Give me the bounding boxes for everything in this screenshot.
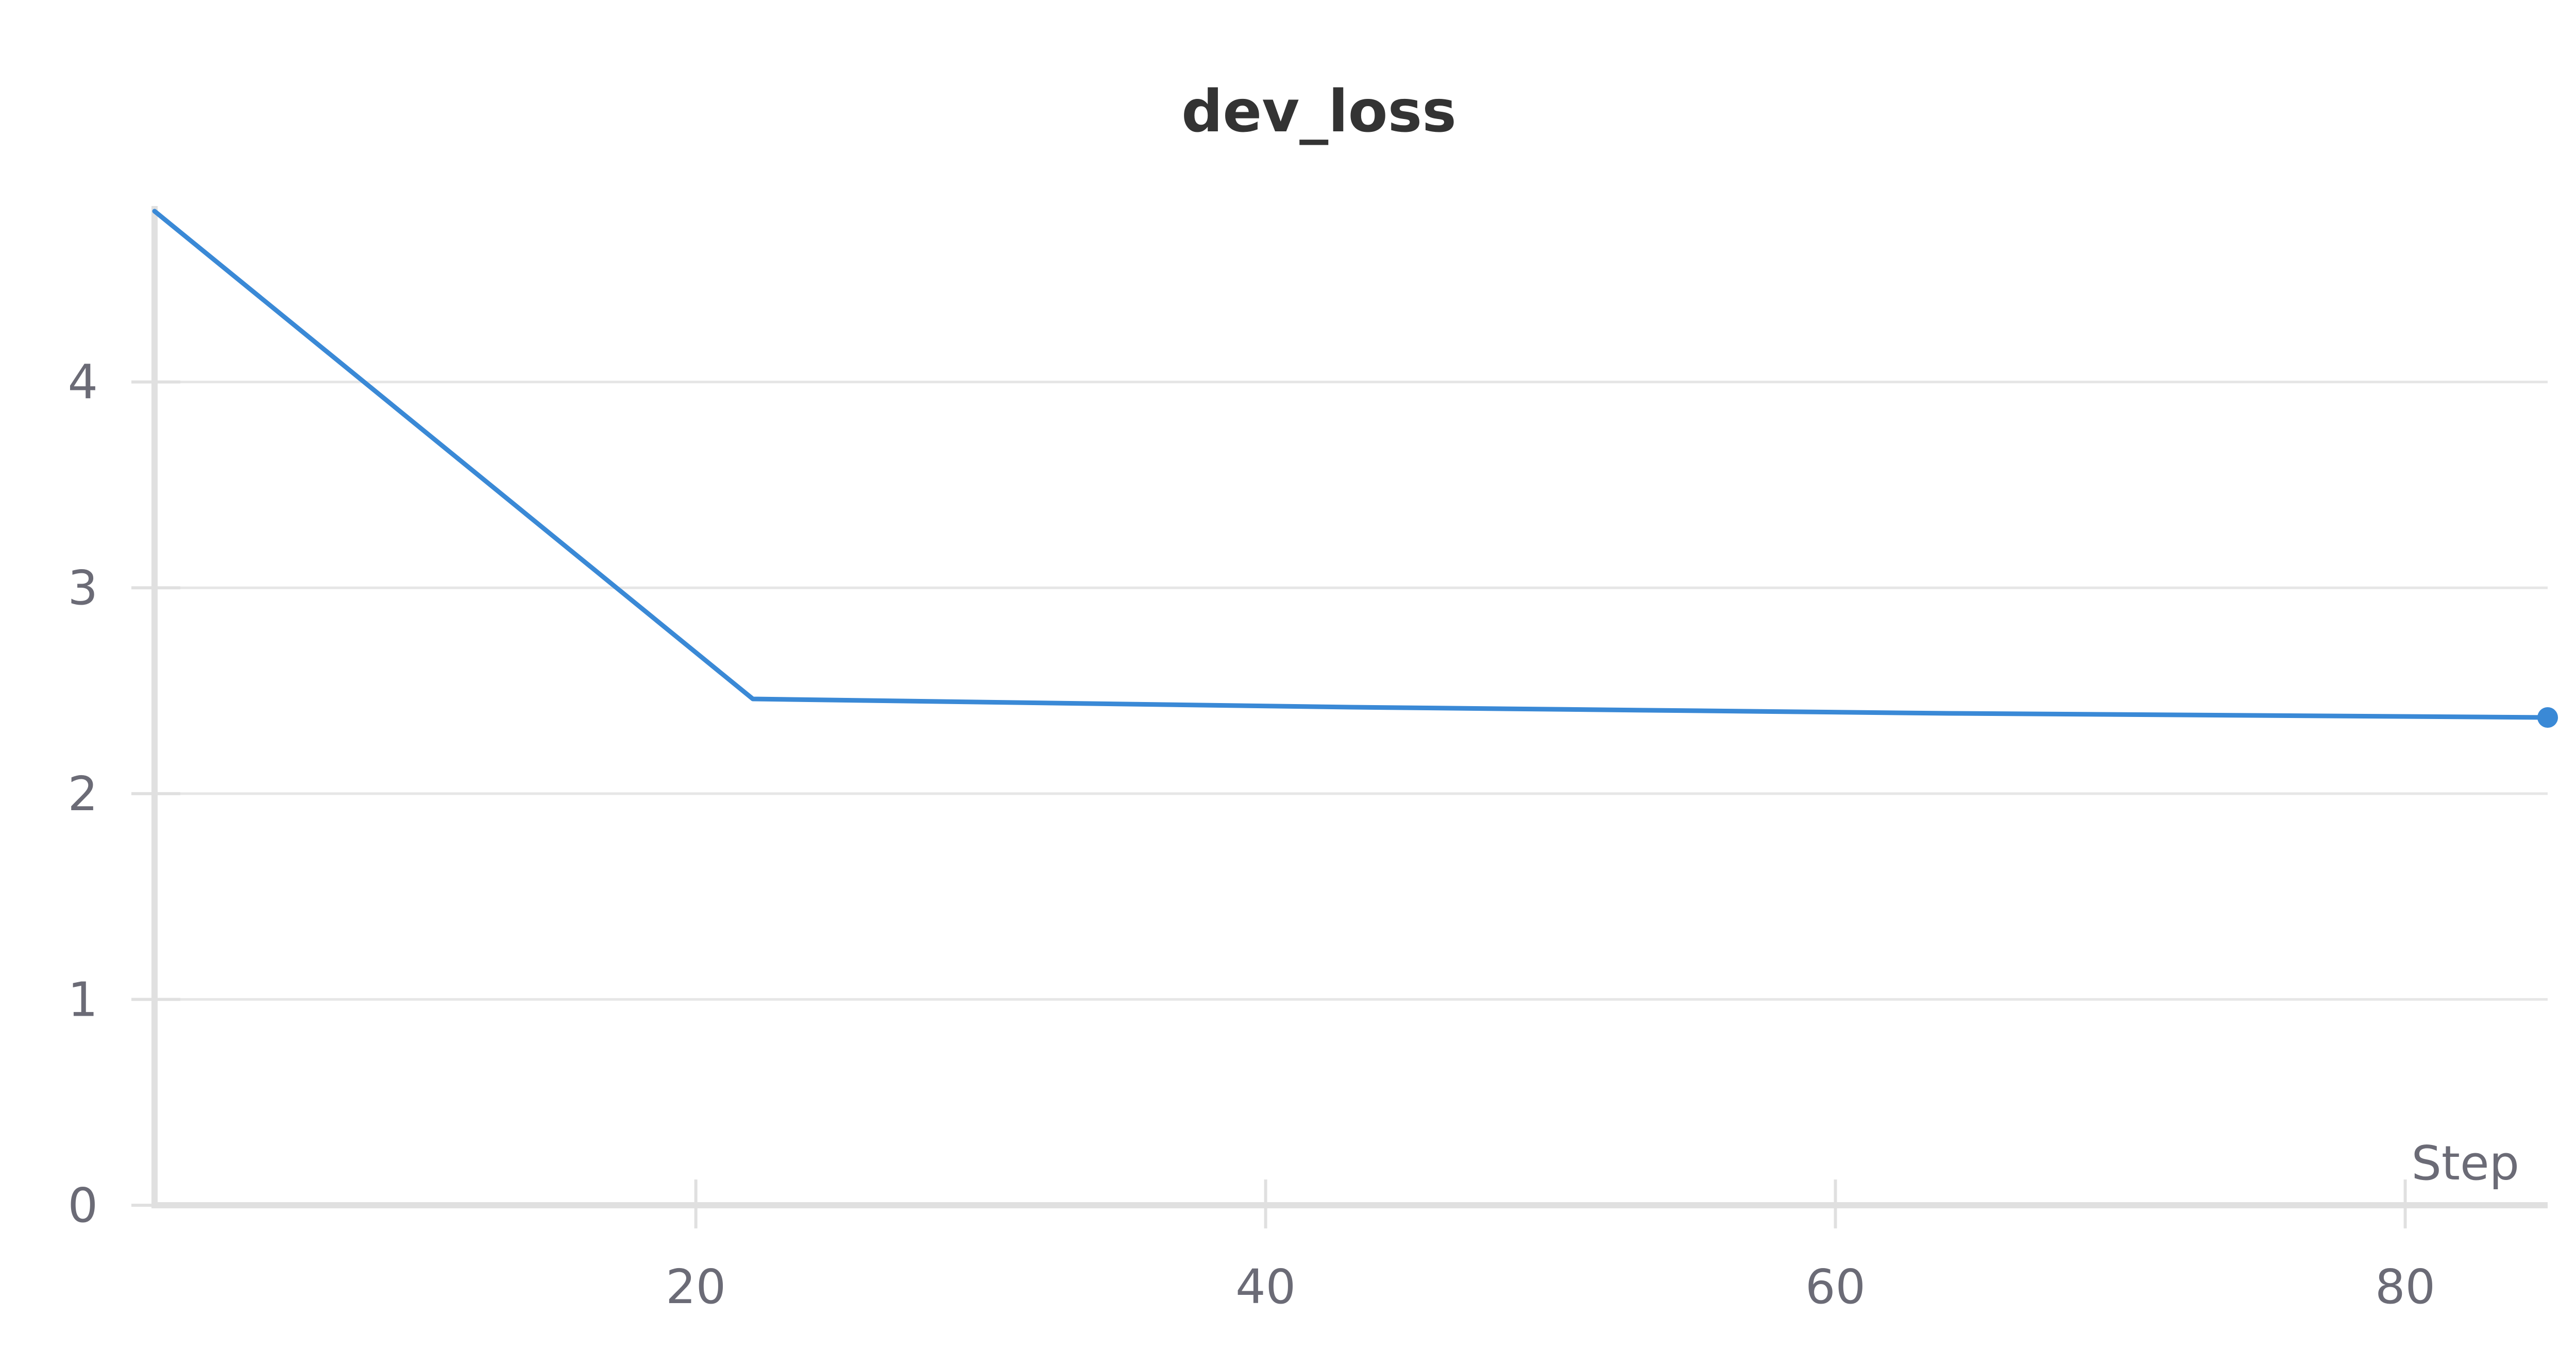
chart-title: dev_loss [1181, 78, 1456, 145]
series-line [152, 209, 2550, 720]
y-tick-label: 3 [67, 560, 98, 615]
x-tick-label: 60 [1805, 1259, 1866, 1314]
x-tick-label: 20 [666, 1259, 726, 1314]
y-tick-label: 1 [67, 972, 98, 1027]
y-tick-label: 2 [67, 766, 98, 822]
y-tick-label: 4 [67, 355, 98, 410]
axes [151, 206, 2548, 1208]
y-tick-label: 0 [67, 1178, 98, 1233]
grid-lines [155, 381, 2548, 1001]
series-endpoint-marker [2537, 707, 2558, 728]
x-axis-ticks: 20 40 60 80 [666, 1179, 2435, 1314]
x-tick-label: 80 [2375, 1259, 2435, 1314]
x-tick-label: 40 [1235, 1259, 1296, 1314]
series-layer [152, 209, 2558, 728]
y-axis-ticks: 0 1 2 3 4 [67, 355, 180, 1233]
x-axis-title: Step [2412, 1136, 2519, 1191]
